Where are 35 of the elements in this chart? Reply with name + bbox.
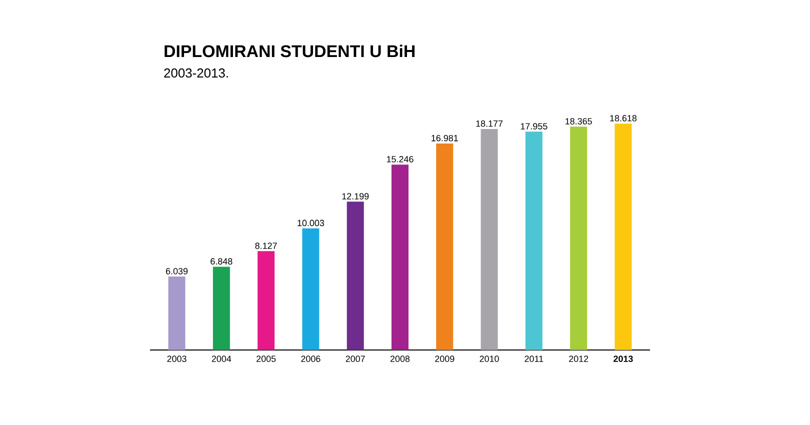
data-label: 8.127 [255,242,277,249]
bar [258,251,275,350]
data-label: 18.177 [476,120,503,127]
x-tick-label: 2009 [435,356,454,362]
x-tick-label: 2005 [256,356,276,362]
bar [302,228,320,350]
bar [392,164,409,350]
x-tick-label: 2010 [480,356,499,362]
bar [168,276,186,350]
x-tick-label: 2006 [301,356,320,362]
chart-title: DIPLOMIRANI STUDENTI U BiH [164,44,415,58]
data-label: 12.199 [342,193,369,200]
bar [480,128,498,350]
x-tick-label: 2011 [524,356,544,362]
data-label: 17.955 [520,123,548,130]
bar [570,126,588,350]
x-tick-label: 2013 [614,356,633,362]
data-label: 18.365 [566,118,592,124]
bar [614,124,632,350]
bar [525,132,542,350]
data-label: 10.003 [298,220,324,226]
x-tick-label: 2008 [390,356,410,362]
x-tick-label: 2007 [346,356,365,362]
data-label: 15.246 [386,156,414,162]
bar [212,266,230,350]
chart-subtitle: 2003-2013. [164,68,228,78]
data-label: 6.848 [210,258,232,265]
data-label: 6.039 [166,268,188,274]
x-tick-label: 2003 [167,356,186,362]
x-tick-label: 2004 [212,356,232,362]
data-label: 18.618 [610,115,637,122]
data-label: 16.981 [432,134,458,142]
bar [346,202,364,350]
bar [436,143,454,350]
x-tick-label: 2012 [569,356,588,362]
